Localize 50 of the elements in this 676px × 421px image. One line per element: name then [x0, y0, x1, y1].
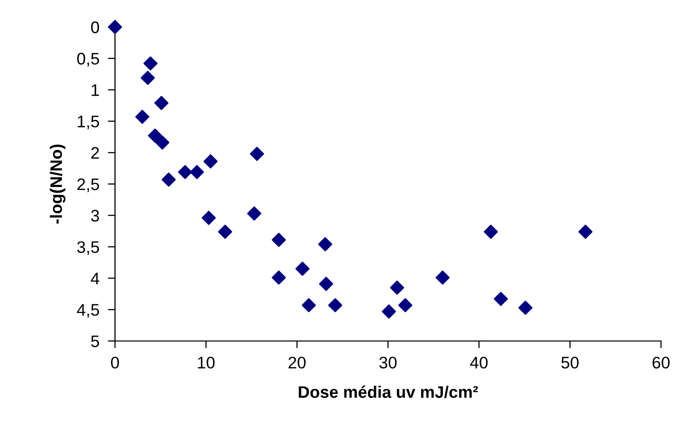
y-tick-label: 2,5 [77, 178, 100, 192]
point [250, 146, 264, 161]
point [190, 165, 204, 180]
y-tick-label: 2 [91, 147, 99, 159]
point [140, 70, 155, 85]
point [178, 165, 192, 180]
point [155, 135, 170, 150]
y-tick-label: 4,5 [76, 304, 100, 318]
x-tick-label: 10 [198, 356, 215, 369]
point [143, 56, 158, 70]
y-tick-label: 1 [92, 84, 99, 96]
point [148, 128, 162, 143]
x-axis-title: Dose média uv mJ/cm² [298, 386, 478, 398]
x-tick-label: 50 [561, 356, 579, 369]
point [390, 280, 404, 295]
y-tick-label: 5 [91, 336, 100, 348]
y-axis-title: -log(N/No) [50, 144, 66, 224]
point [302, 298, 316, 312]
x-tick-label: 0 [111, 356, 119, 369]
point [319, 276, 334, 291]
point [328, 298, 342, 312]
y-tick-label: 3,5 [77, 241, 100, 255]
point [247, 206, 262, 221]
point [108, 20, 122, 34]
point [203, 154, 218, 168]
point [295, 262, 310, 276]
point [135, 110, 150, 124]
x-tick-label: 30 [379, 356, 397, 369]
y-tick-label: 1,5 [78, 116, 100, 130]
y-tick-label: 3 [91, 210, 99, 222]
point [218, 224, 232, 239]
point [494, 292, 508, 306]
point [484, 224, 498, 239]
point [154, 96, 168, 110]
point [272, 232, 286, 247]
point [578, 224, 593, 239]
point [272, 270, 286, 285]
y-tick-label: 4 [90, 272, 100, 284]
point [518, 300, 532, 315]
point [382, 304, 396, 319]
y-tick-label: 0,5 [77, 52, 100, 67]
x-tick-label: 60 [652, 356, 670, 369]
point [162, 172, 176, 187]
x-tick-label: 40 [470, 356, 488, 369]
point [436, 270, 450, 285]
y-tick-label: 0 [91, 21, 100, 34]
point [202, 210, 216, 225]
point [318, 237, 332, 252]
point [398, 298, 412, 312]
x-tick-label: 20 [288, 356, 306, 369]
